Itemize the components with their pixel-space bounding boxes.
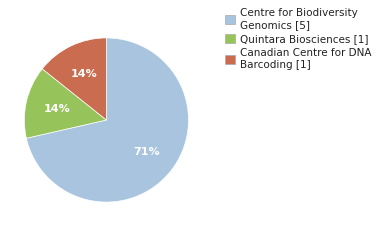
Wedge shape xyxy=(24,69,106,138)
Legend: Centre for Biodiversity
Genomics [5], Quintara Biosciences [1], Canadian Centre : Centre for Biodiversity Genomics [5], Qu… xyxy=(222,5,375,73)
Text: 71%: 71% xyxy=(133,147,160,157)
Text: 14%: 14% xyxy=(43,104,70,114)
Text: 14%: 14% xyxy=(71,69,98,79)
Wedge shape xyxy=(26,38,188,202)
Wedge shape xyxy=(42,38,106,120)
